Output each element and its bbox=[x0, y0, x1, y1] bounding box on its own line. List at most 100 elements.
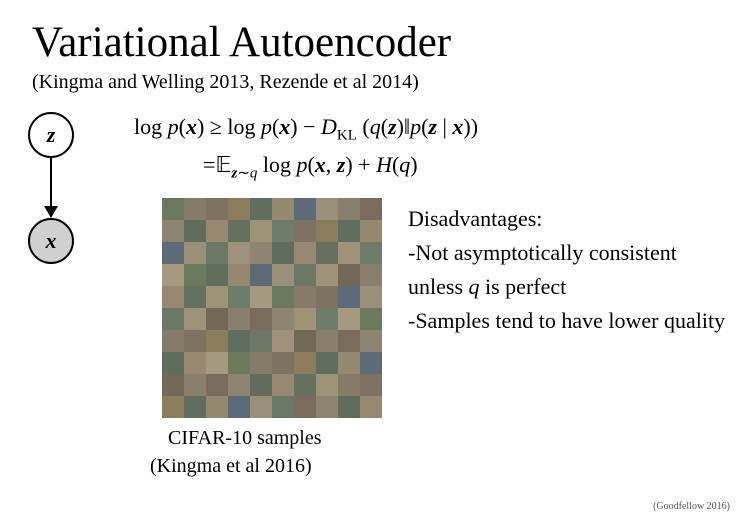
sample-cell bbox=[294, 352, 316, 374]
disadvantage-item-1: -Not asymptotically consistent unless q … bbox=[408, 236, 728, 304]
sample-cell bbox=[316, 352, 338, 374]
sample-cell bbox=[184, 220, 206, 242]
sample-cell bbox=[228, 396, 250, 418]
sample-cell bbox=[250, 374, 272, 396]
sample-cell bbox=[250, 396, 272, 418]
sample-cell bbox=[294, 374, 316, 396]
sample-cell bbox=[338, 352, 360, 374]
sample-cell bbox=[228, 220, 250, 242]
sample-cell bbox=[360, 396, 382, 418]
sample-cell bbox=[360, 374, 382, 396]
sample-cell bbox=[250, 198, 272, 220]
sample-cell bbox=[338, 242, 360, 264]
sample-cell bbox=[228, 308, 250, 330]
sample-cell bbox=[206, 330, 228, 352]
sample-cell bbox=[228, 198, 250, 220]
sample-cell bbox=[316, 374, 338, 396]
sample-cell bbox=[250, 286, 272, 308]
sample-cell bbox=[338, 330, 360, 352]
sample-cell bbox=[294, 198, 316, 220]
sample-cell bbox=[272, 198, 294, 220]
cifar-sample-grid bbox=[162, 198, 382, 418]
sample-cell bbox=[250, 330, 272, 352]
sample-cell bbox=[360, 264, 382, 286]
sample-cell bbox=[294, 264, 316, 286]
equation-line-2: =𝔼z∼q log p(x, z) + H(q) bbox=[134, 148, 478, 186]
sample-cell bbox=[228, 264, 250, 286]
sample-cell bbox=[162, 198, 184, 220]
sample-cell bbox=[272, 264, 294, 286]
sample-cell bbox=[338, 220, 360, 242]
sample-cell bbox=[206, 308, 228, 330]
sample-cell bbox=[272, 220, 294, 242]
sample-cell bbox=[316, 330, 338, 352]
sample-cell bbox=[162, 396, 184, 418]
sample-cell bbox=[162, 264, 184, 286]
sample-cell bbox=[316, 264, 338, 286]
sample-cell bbox=[272, 242, 294, 264]
sample-cell bbox=[338, 198, 360, 220]
grid-caption: CIFAR-10 samples (Kingma et al 2016) bbox=[150, 424, 410, 480]
sample-cell bbox=[250, 220, 272, 242]
sample-cell bbox=[272, 396, 294, 418]
slide-title: Variational Autoencoder bbox=[0, 0, 740, 71]
sample-cell bbox=[316, 308, 338, 330]
sample-cell bbox=[316, 286, 338, 308]
sample-cell bbox=[294, 220, 316, 242]
sample-cell bbox=[162, 220, 184, 242]
sample-cell bbox=[360, 198, 382, 220]
sample-cell bbox=[184, 264, 206, 286]
sample-cell bbox=[228, 330, 250, 352]
sample-cell bbox=[316, 220, 338, 242]
sample-cell bbox=[316, 242, 338, 264]
graphical-model: z x bbox=[28, 112, 74, 264]
sample-cell bbox=[184, 374, 206, 396]
sample-cell bbox=[360, 330, 382, 352]
sample-cell bbox=[184, 396, 206, 418]
sample-cell bbox=[206, 264, 228, 286]
sample-cell bbox=[338, 264, 360, 286]
sample-cell bbox=[228, 374, 250, 396]
sample-cell bbox=[360, 242, 382, 264]
sample-cell bbox=[338, 286, 360, 308]
sample-cell bbox=[184, 286, 206, 308]
sample-cell bbox=[184, 242, 206, 264]
sample-cell bbox=[272, 308, 294, 330]
arrow-head-icon bbox=[44, 206, 58, 218]
sample-cell bbox=[294, 308, 316, 330]
main-citation: (Kingma and Welling 2013, Rezende et al … bbox=[0, 71, 740, 102]
sample-cell bbox=[250, 264, 272, 286]
disadvantage-item-2: -Samples tend to have lower quality bbox=[408, 304, 728, 338]
sample-cell bbox=[162, 286, 184, 308]
sample-cell bbox=[338, 374, 360, 396]
sample-cell bbox=[360, 286, 382, 308]
sample-cell bbox=[162, 330, 184, 352]
sample-cell bbox=[228, 286, 250, 308]
sample-cell bbox=[206, 242, 228, 264]
sample-cell bbox=[316, 198, 338, 220]
sample-cell bbox=[316, 396, 338, 418]
sample-cell bbox=[294, 242, 316, 264]
disadvantages-block: Disadvantages: -Not asymptotically consi… bbox=[408, 202, 728, 338]
equations-block: log p(x) ≥ log p(x) − DKL (q(z)‖p(z | x)… bbox=[134, 110, 478, 185]
sample-cell bbox=[272, 286, 294, 308]
sample-cell bbox=[162, 352, 184, 374]
content-area: z x log p(x) ≥ log p(x) − DKL (q(z)‖p(z … bbox=[0, 102, 740, 522]
sample-cell bbox=[184, 352, 206, 374]
sample-cell bbox=[162, 308, 184, 330]
sample-cell bbox=[250, 308, 272, 330]
sample-cell bbox=[162, 242, 184, 264]
sample-cell bbox=[228, 242, 250, 264]
sample-cell bbox=[162, 374, 184, 396]
sample-cell bbox=[206, 396, 228, 418]
sample-cell bbox=[228, 352, 250, 374]
node-z: z bbox=[28, 112, 74, 158]
node-x: x bbox=[28, 218, 74, 264]
sample-cell bbox=[184, 198, 206, 220]
caption-line-2: (Kingma et al 2016) bbox=[150, 452, 410, 480]
equation-line-1: log p(x) ≥ log p(x) − DKL (q(z)‖p(z | x)… bbox=[134, 110, 478, 148]
sample-cell bbox=[184, 330, 206, 352]
sample-cell bbox=[272, 330, 294, 352]
sample-cell bbox=[184, 308, 206, 330]
arrow-shaft bbox=[50, 158, 52, 206]
